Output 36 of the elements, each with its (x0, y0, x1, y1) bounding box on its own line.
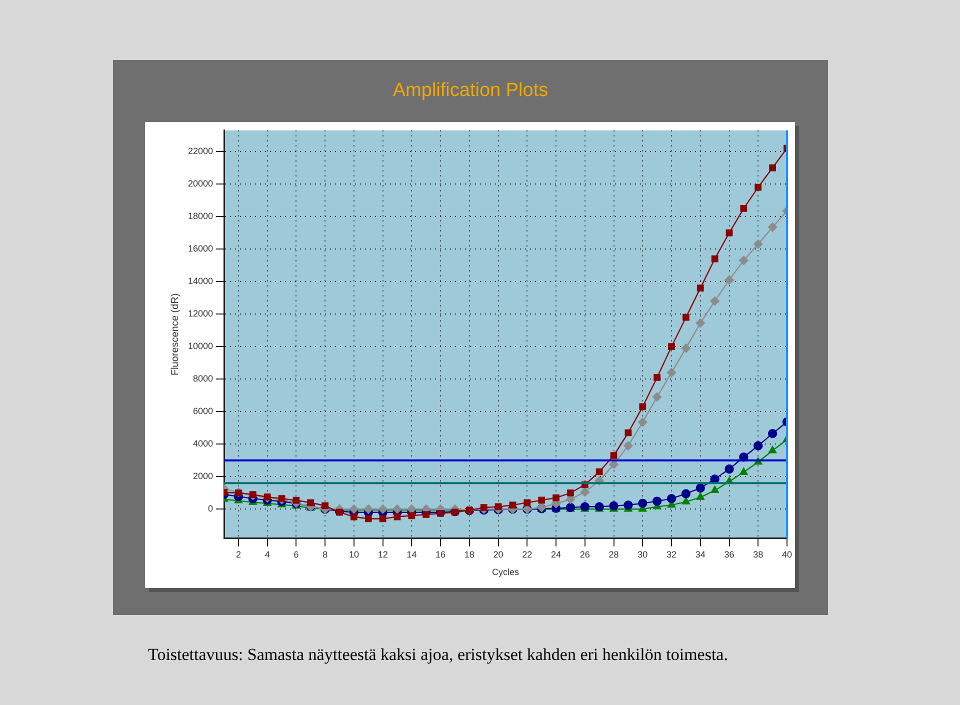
chart-title: Amplification Plots (392, 80, 550, 102)
x-tick-label: 2 (236, 549, 241, 560)
x-tick-label: 12 (378, 549, 388, 560)
text: Toistettavuus: Samasta näytteestä kaksi ajoa, eristykset kahden eri henkilön toimesta. (148, 645, 728, 665)
x-tick-label: 4 (264, 549, 270, 560)
y-tick-label: 12000 (188, 308, 214, 319)
x-tick-label: 30 (638, 549, 648, 560)
x-axis-title: Cycles (492, 567, 520, 578)
x-tick-label: 16 (436, 549, 446, 560)
x-tick-label: 24 (551, 549, 562, 560)
x-tick-label: 36 (724, 549, 734, 560)
x-tick-label: 28 (608, 549, 619, 560)
y-tick-label: 4000 (192, 438, 214, 449)
x-tick-label: 10 (348, 549, 359, 560)
y-tick-label: 16000 (188, 244, 214, 254)
y-tick-label: 14000 (188, 276, 214, 286)
x-tick-label: 14 (406, 549, 417, 560)
y-tick-label: 20000 (188, 178, 214, 189)
x-tick-label: 32 (666, 549, 677, 560)
x-tick-label: 8 (322, 549, 328, 560)
y-tick-label: 10000 (188, 341, 214, 352)
x-tick-label: 38 (753, 549, 764, 560)
x-tick-label: 34 (695, 549, 706, 560)
y-tick-label: 22000 (188, 146, 214, 156)
x-tick-label: 26 (580, 549, 590, 560)
y-tick-label: 8000 (192, 374, 214, 384)
x-tick-label: 40 (782, 549, 792, 560)
y-tick-label: 2000 (192, 471, 214, 482)
y-tick-label: 6000 (192, 406, 214, 416)
x-tick-label: 18 (464, 549, 474, 560)
y-tick-label: 0 (208, 504, 214, 514)
y-axis-title: Fluorescence (dR) (170, 293, 181, 376)
x-tick-label: 20 (493, 549, 504, 560)
x-tick-label: 22 (522, 549, 532, 560)
y-tick-label: 18000 (188, 211, 214, 222)
x-tick-label: 6 (294, 549, 299, 560)
